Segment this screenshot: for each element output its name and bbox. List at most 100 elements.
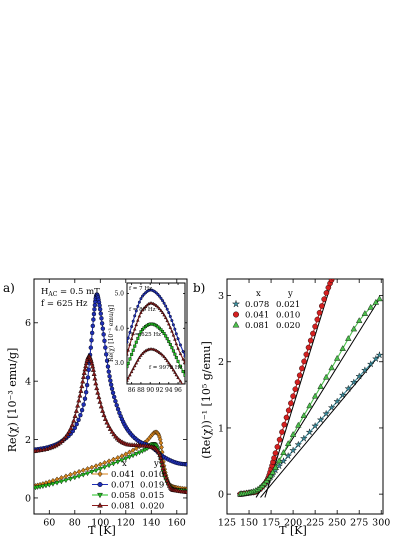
inset-series-0-point xyxy=(128,330,132,334)
panel-a-xtick-label: 60 xyxy=(43,518,55,529)
inset-series-3-point xyxy=(131,366,135,371)
inset-series-2-point xyxy=(167,340,171,344)
inset-series-2-point xyxy=(161,329,165,333)
inset-series-0-point xyxy=(164,304,168,308)
inset-series-0-point xyxy=(176,337,180,341)
panel-a-series-0-point xyxy=(134,445,139,452)
panel-b-series-2-point xyxy=(361,310,369,316)
inset-series-2-point xyxy=(133,344,137,348)
panel-a-series-1-point xyxy=(82,396,88,401)
panel-a-ytick-label: 4 xyxy=(25,376,31,387)
inset-series-1-point xyxy=(128,342,132,346)
inset-series-0-point xyxy=(133,314,137,318)
panel-a-series-3-point xyxy=(101,412,107,418)
panel-b-series-0-point xyxy=(349,378,358,386)
panel-a-legend-x: 0.071 xyxy=(111,481,135,491)
panel-a-series-3-point xyxy=(159,458,165,464)
panel-b-series-2-point xyxy=(350,325,358,332)
panel-a-series-1-point xyxy=(101,332,106,337)
inset-series-1-point xyxy=(176,346,180,350)
panel-b-series-0-point xyxy=(375,351,383,359)
panel-a-xtick-label: 160 xyxy=(168,518,186,529)
inset-series-3-point xyxy=(128,373,132,377)
panel-a-xtick-label: 100 xyxy=(91,518,109,529)
panel-b-series-0-point xyxy=(311,421,320,430)
panel-b-series-1-point xyxy=(285,407,292,414)
panel-a-series-3-point xyxy=(184,489,187,494)
panel-b-ytick-label: 2 xyxy=(218,357,224,368)
panel-a-series-0-point xyxy=(130,447,136,454)
panel-b-series-1-point xyxy=(330,279,336,281)
panel-b-series-1-point xyxy=(321,296,327,302)
inset-series-0-point xyxy=(131,319,135,323)
inset-series-0-point xyxy=(137,300,141,304)
inset-series-1-point xyxy=(159,308,163,312)
inset-series-2-point xyxy=(181,370,185,374)
panel-b-series-1-point xyxy=(274,444,281,450)
inset-series-1-point xyxy=(132,327,137,331)
panel-b-series-0-point xyxy=(316,415,325,424)
panel-b-series-0-point xyxy=(366,360,375,368)
inset-series-3-point xyxy=(168,363,173,367)
panel-b-fit-line-0 xyxy=(260,354,380,498)
panel-b-series-1-point xyxy=(299,365,305,372)
panel-a-series-1-point xyxy=(81,402,86,407)
panel-a-series-3-point xyxy=(81,370,87,375)
inset-xtick-label: 96 xyxy=(174,387,182,394)
inset-series-3-point xyxy=(171,368,176,372)
panel-a-series-1-point xyxy=(97,303,102,308)
inset-series-0-point xyxy=(136,304,140,308)
inset-xtick-label: 86 xyxy=(128,387,136,394)
panel-b-xtick-label: 125 xyxy=(218,518,236,529)
panel-a-legend-marker xyxy=(97,502,103,508)
panel-a-series-3-point xyxy=(92,375,98,381)
inset-xtick-label: 92 xyxy=(156,387,164,394)
panel-a-series-2-point xyxy=(40,484,46,490)
inset-series-3-point xyxy=(166,361,171,365)
panel-a-series-3-point xyxy=(80,374,87,379)
panel-a-series-1-point xyxy=(85,375,91,380)
inset-series-2-point xyxy=(157,326,161,330)
panel-a-series-2-point xyxy=(80,472,86,478)
panel-b-legend-header-x: x xyxy=(256,289,261,299)
inset-series-3-point xyxy=(129,369,134,374)
panel-a-series-3-point xyxy=(96,394,102,400)
inset-series-1-point xyxy=(137,314,142,318)
panel-a-xlabel: T [K] xyxy=(88,524,116,537)
inset-curve-label: f = 7 Hz xyxy=(129,286,152,292)
panel-a-series-1-point xyxy=(74,421,79,427)
panel-a-series-3-point xyxy=(157,452,163,457)
panel-a-series-0-point xyxy=(63,473,69,479)
inset-series-2-point xyxy=(130,352,134,356)
panel-a-series-2-point xyxy=(50,482,56,487)
inset-series-3-point xyxy=(176,375,180,379)
panel-a-series-2-point xyxy=(93,468,99,474)
panel-a-series-0-point xyxy=(123,451,129,457)
panel-a-series-3-point xyxy=(107,426,113,431)
panel-a-series-3-point xyxy=(83,363,89,369)
panel-b-series-1-point xyxy=(271,455,277,461)
panel-b-series-0-point xyxy=(299,434,308,442)
panel-b-legend-marker xyxy=(232,311,239,318)
panel-a-series-1-point xyxy=(83,390,89,395)
panel-b-xtick-label: 200 xyxy=(284,518,302,529)
inset-series-0-point xyxy=(140,294,144,298)
inset-series-1-point xyxy=(157,306,162,311)
panel-b-series-1-point xyxy=(307,337,314,344)
panel-a-legend-x: 0.041 xyxy=(111,470,135,480)
panel-b-series-1-point xyxy=(323,290,330,296)
panel-a-xtick-label: 120 xyxy=(117,518,135,529)
panel-a-series-0-point xyxy=(85,466,90,472)
inset-series-0-point xyxy=(161,299,165,303)
panel-b-series-1-point xyxy=(319,303,325,309)
panel-a-series-1-point xyxy=(89,338,94,343)
inset-series-2-point xyxy=(165,337,169,341)
panel-a-series-2-point xyxy=(67,477,73,482)
panel-b-ytick-label: 0 xyxy=(218,489,224,500)
inset-series-1-point xyxy=(163,315,168,320)
panel-a-series-3-point xyxy=(64,431,71,437)
inset-series-1-point xyxy=(153,302,157,306)
panel-a-series-3-point xyxy=(95,390,101,395)
inset-series-3-point xyxy=(162,354,166,359)
inset-series-0-point xyxy=(178,343,182,347)
